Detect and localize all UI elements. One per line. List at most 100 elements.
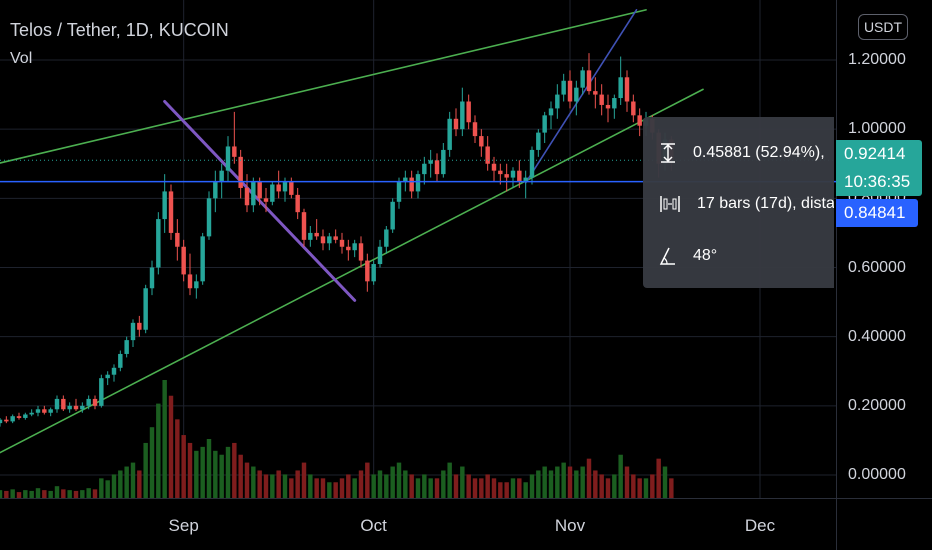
candle-body	[73, 405, 79, 410]
candle-body	[200, 236, 205, 282]
volume-bar	[29, 490, 34, 498]
candle-body	[282, 181, 288, 192]
volume-bar	[599, 474, 604, 498]
horizontal-line-price-badge: 0.84841	[836, 199, 918, 227]
price-tick-label: 0.00000	[848, 466, 906, 483]
candle-body	[137, 322, 142, 330]
volume-bar	[618, 454, 623, 498]
candle-body	[156, 219, 161, 268]
volume-bar	[441, 470, 446, 498]
candle-body	[105, 374, 110, 379]
volume-bar	[371, 474, 376, 498]
candle-body	[453, 118, 459, 130]
volume-bar	[0, 490, 3, 498]
volume-bar	[365, 462, 370, 498]
volume-bar	[637, 478, 642, 498]
measure-change-text: 0.45881 (52.94%),	[693, 144, 825, 161]
volume-bar	[86, 488, 91, 498]
volume-bar	[194, 450, 199, 498]
currency-button[interactable]: USDT	[858, 14, 908, 40]
candle-body	[422, 163, 427, 175]
volume-bar	[73, 490, 79, 498]
volume-bar	[567, 466, 573, 498]
volume-bar	[111, 474, 117, 498]
candle-body	[599, 94, 604, 105]
price-axis-separator	[836, 0, 837, 550]
volume-bar	[409, 474, 414, 498]
volume-bar	[428, 478, 433, 498]
volume-bar	[206, 439, 212, 498]
candle-body	[225, 146, 231, 171]
volume-bar	[270, 474, 275, 498]
volume-bar	[561, 462, 566, 498]
candle-body	[618, 77, 623, 99]
volume-bar	[536, 470, 541, 498]
volume-bar	[460, 466, 465, 498]
volume-bar	[156, 403, 161, 498]
candle-body	[0, 419, 3, 424]
candle-body	[16, 416, 22, 418]
measure-change-row: 0.45881 (52.94%),	[659, 141, 825, 165]
candle-body	[181, 246, 186, 275]
volume-bar	[232, 442, 237, 498]
candle-body	[48, 409, 53, 413]
volume-bar	[289, 478, 294, 498]
candle-body	[333, 236, 338, 240]
candle-body	[396, 181, 402, 202]
volume-bar	[181, 435, 186, 498]
candle-body	[130, 322, 136, 341]
volume-bar	[251, 466, 256, 498]
symbol-title[interactable]: Telos / Tether, 1D, KUCOIN	[10, 20, 229, 40]
candle-body	[415, 174, 421, 192]
volume-bar	[130, 462, 136, 498]
volume-bar	[105, 480, 110, 498]
candle-body	[327, 236, 332, 244]
candle-body	[124, 340, 129, 354]
volume-bar	[517, 478, 522, 498]
volume-bar	[23, 490, 28, 498]
candle-body	[270, 184, 275, 202]
volume-bar	[624, 466, 630, 498]
volume-bar	[200, 446, 205, 498]
candle-body	[479, 136, 484, 147]
volume-bar	[276, 470, 281, 498]
volume-bar	[650, 474, 655, 498]
candle-body	[86, 398, 91, 406]
price-range-icon	[661, 143, 675, 163]
candle-body	[441, 149, 446, 175]
volume-bar	[35, 488, 41, 498]
candle-body	[574, 87, 579, 102]
candle-body	[561, 80, 566, 95]
candle-body	[352, 243, 357, 251]
candle-body	[295, 194, 300, 213]
volume-bar	[358, 470, 364, 498]
last-price-value: 0.92414	[844, 144, 906, 163]
candle-body	[29, 412, 34, 415]
candle-body	[631, 101, 636, 116]
volume-indicator-label[interactable]: Vol	[10, 50, 33, 67]
volume-bar	[548, 470, 554, 498]
trend-line	[524, 9, 638, 184]
candle-body	[548, 108, 554, 116]
candle-body	[637, 115, 642, 126]
candle-body	[175, 232, 180, 247]
volume-bar	[219, 454, 224, 498]
candle-body	[529, 149, 535, 178]
candle-body	[42, 409, 47, 413]
volume-bar	[42, 490, 47, 498]
volume-bar	[320, 478, 326, 498]
candle-body	[346, 246, 351, 251]
candle-body	[384, 229, 389, 247]
volume-bar	[662, 466, 668, 498]
price-tick-label: 0.20000	[848, 396, 906, 414]
volume-bar	[175, 419, 180, 498]
volume-bar	[54, 486, 60, 498]
volume-bar	[308, 474, 313, 498]
angle-icon	[659, 247, 675, 265]
volume-bar	[605, 478, 611, 498]
volume-bar	[586, 458, 592, 498]
volume-bar	[580, 466, 585, 498]
candle-body	[447, 118, 452, 150]
candle-body	[365, 260, 370, 282]
